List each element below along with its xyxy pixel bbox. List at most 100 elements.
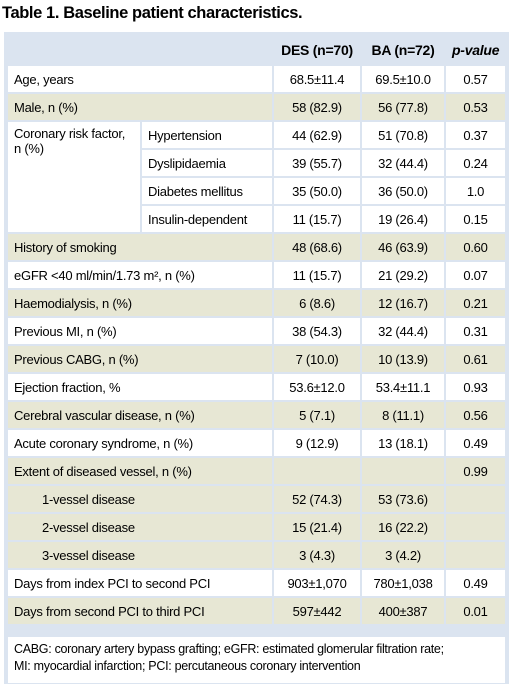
risk-item-label: Insulin-dependent [140, 206, 272, 232]
risk-label-line: n (%) [14, 141, 44, 156]
footnote-line: CABG: coronary artery bypass grafting; e… [14, 642, 444, 656]
table-row: History of smoking 48 (68.6) 46 (63.9) 0.60 [8, 234, 505, 260]
row-label: Haemodialysis, n (%) [8, 290, 272, 316]
p-value: 0.61 [446, 346, 505, 372]
ba-value: 51 (70.8) [362, 122, 444, 148]
cell-gap [360, 486, 362, 512]
risk-item-label: Hypertension [140, 122, 272, 148]
cell-gap [272, 374, 274, 400]
cell-gap [444, 458, 446, 484]
row-label: History of smoking [8, 234, 272, 260]
table-row: Coronary risk factor, n (%) Hypertension 44… [8, 122, 505, 232]
footnote-line: MI: myocardial infarction; PCI: percutan… [14, 659, 361, 673]
cell-gap [444, 430, 446, 456]
cell-gap [444, 206, 446, 232]
table-row: Haemodialysis, n (%) 6 (8.6) 12 (16.7) 0.21 [8, 290, 505, 316]
row-label: Days from index PCI to second PCI [8, 570, 272, 596]
table-row: Diabetes mellitus 35 (50.0) 36 (50.0) 1.0 [8, 178, 505, 204]
cell-gap [360, 94, 362, 120]
header-row: DES (n=70) BA (n=72) p-value [8, 36, 505, 64]
row-label: Days from second PCI to third PCI [8, 598, 272, 624]
cell-gap [360, 570, 362, 596]
ba-value: 19 (26.4) [362, 206, 444, 232]
table-row: Extent of diseased vessel, n (%) 0.99 [8, 458, 505, 484]
cell-gap [272, 514, 274, 540]
des-value: 3 (4.3) [274, 542, 360, 568]
p-value: 0.57 [446, 66, 505, 92]
risk-factor-label: Coronary risk factor, n (%) [8, 122, 140, 232]
p-value: 0.21 [446, 290, 505, 316]
cell-gap [272, 94, 274, 120]
des-value: 58 (82.9) [274, 94, 360, 120]
cell-gap [360, 374, 362, 400]
row-label: Age, years [8, 66, 272, 92]
cell-gap [272, 150, 274, 176]
cell-gap [272, 598, 274, 624]
cell-gap [360, 514, 362, 540]
cell-gap [360, 66, 362, 92]
row-label: Extent of diseased vessel, n (%) [8, 458, 272, 484]
p-value: 0.53 [446, 94, 505, 120]
table-row: Cerebral vascular disease, n (%) 5 (7.1) 8… [8, 402, 505, 428]
cell-gap [272, 262, 274, 288]
cell-gap [444, 122, 446, 148]
cell-gap [360, 598, 362, 624]
cell-gap [360, 318, 362, 344]
table-row: eGFR <40 ml/min/1.73 m², n (%) 11 (15.7) 2… [8, 262, 505, 288]
des-value: 903±1,070 [274, 570, 360, 596]
row-label: 1-vessel disease [8, 486, 272, 512]
cell-gap [444, 178, 446, 204]
p-value: 0.56 [446, 402, 505, 428]
header-label [8, 36, 272, 64]
des-value: 9 (12.9) [274, 430, 360, 456]
cell-gap [444, 290, 446, 316]
table-row: Days from second PCI to third PCI 597±442… [8, 598, 505, 624]
table-row: Previous CABG, n (%) 7 (10.0) 10 (13.9) 0.6… [8, 346, 505, 372]
table-row: 2-vessel disease 15 (21.4) 16 (22.2) [8, 514, 505, 540]
table-row: Dyslipidaemia 39 (55.7) 32 (44.4) 0.24 [8, 150, 505, 176]
row-label: Previous CABG, n (%) [8, 346, 272, 372]
des-value: 35 (50.0) [274, 178, 360, 204]
ba-value: 12 (16.7) [362, 290, 444, 316]
cell-gap [444, 346, 446, 372]
ba-value: 53.4±11.1 [362, 374, 444, 400]
des-value: 15 (21.4) [274, 514, 360, 540]
row-label: Cerebral vascular disease, n (%) [8, 402, 272, 428]
p-value [446, 514, 505, 540]
ba-value: 69.5±10.0 [362, 66, 444, 92]
cell-gap [444, 486, 446, 512]
ba-value: 56 (77.8) [362, 94, 444, 120]
ba-value: 10 (13.9) [362, 346, 444, 372]
ba-value: 36 (50.0) [362, 178, 444, 204]
ba-value: 46 (63.9) [362, 234, 444, 260]
des-value: 53.6±12.0 [274, 374, 360, 400]
table-row: 1-vessel disease 52 (74.3) 53 (73.6) [8, 486, 505, 512]
cell-gap [272, 234, 274, 260]
p-value: 0.15 [446, 206, 505, 232]
cell-gap [444, 402, 446, 428]
cell-gap [272, 178, 274, 204]
p-value: 0.99 [446, 458, 505, 484]
cell-gap [444, 374, 446, 400]
p-value: 0.07 [446, 262, 505, 288]
risk-item-label: Diabetes mellitus [140, 178, 272, 204]
des-value [274, 458, 360, 484]
row-label: Previous MI, n (%) [8, 318, 272, 344]
cell-gap [444, 262, 446, 288]
cell-gap [360, 206, 362, 232]
cell-gap [272, 66, 274, 92]
p-value: 0.37 [446, 122, 505, 148]
p-value: 0.49 [446, 430, 505, 456]
ba-value [362, 458, 444, 484]
cell-gap [272, 430, 274, 456]
cell-gap [360, 290, 362, 316]
des-value: 11 (15.7) [274, 206, 360, 232]
cell-gap [272, 402, 274, 428]
p-value: 0.01 [446, 598, 505, 624]
table-row: Acute coronary syndrome, n (%) 9 (12.9) 13… [8, 430, 505, 456]
des-value: 38 (54.3) [274, 318, 360, 344]
ba-value: 8 (11.1) [362, 402, 444, 428]
des-value: 39 (55.7) [274, 150, 360, 176]
p-value: 0.93 [446, 374, 505, 400]
cell-gap [360, 542, 362, 568]
